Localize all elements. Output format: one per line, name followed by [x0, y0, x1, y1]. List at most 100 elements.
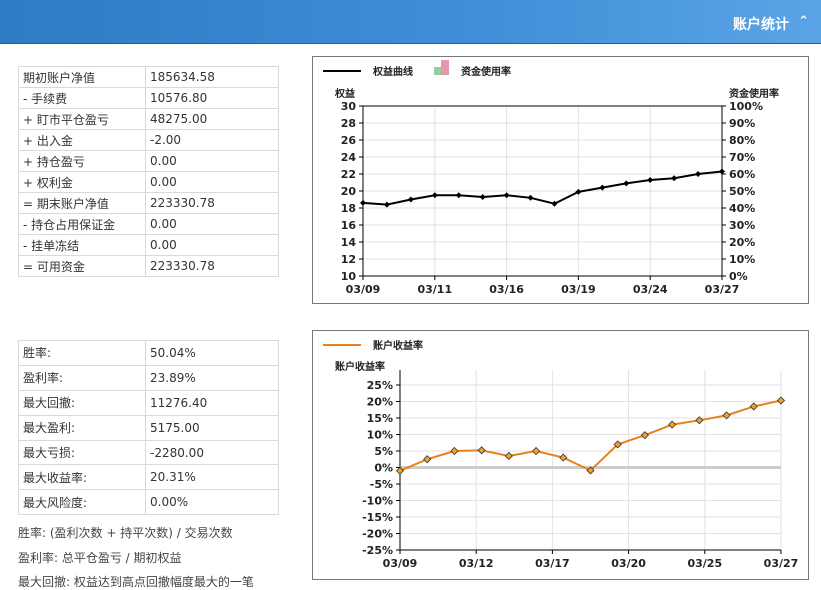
note-win-rate: 胜率: (盈利次数 + 持平次数) / 交易次数 — [18, 526, 233, 540]
y-tick-label: 12 — [341, 253, 356, 266]
y-tick-label: 28 — [341, 117, 356, 130]
y-tick-label: 10% — [367, 429, 393, 442]
x-tick-label: 03/09 — [383, 557, 418, 570]
y-tick-label: 30 — [341, 100, 357, 113]
performance-row: 最大回撤: 11276.40 — [18, 389, 279, 416]
double-chevron-up-icon[interactable]: ⌃ — [798, 14, 809, 29]
data-point-equity — [479, 193, 486, 200]
data-point-return — [450, 446, 459, 456]
y2-tick-label: 50% — [729, 185, 755, 198]
account-value: 48275.00 — [145, 108, 279, 130]
performance-value: 0.00% — [145, 489, 279, 516]
data-point-equity — [671, 175, 678, 182]
series-line-return — [399, 399, 782, 472]
y2-tick-label: 70% — [729, 151, 755, 164]
data-point-return — [395, 466, 405, 475]
account-value: -2.00 — [145, 129, 279, 151]
y-tick-label: 22 — [341, 168, 356, 181]
x-tick-label: 03/17 — [535, 557, 570, 570]
x-tick-label: 03/25 — [687, 557, 722, 570]
performance-table: 胜率: 50.04% 盈利率: 23.89% 最大回撤: 11276.40 最大盈利: 517… — [18, 340, 279, 516]
y2-tick-label: 30% — [729, 219, 755, 232]
account-label: - 持仓占用保证金 — [18, 213, 146, 235]
performance-label: 最大回撤: — [18, 389, 146, 416]
x-tick-label: 03/19 — [561, 283, 596, 296]
data-point-equity — [360, 199, 366, 206]
account-row: = 期末账户净值 223330.78 — [18, 192, 279, 214]
y-tick-label: 15% — [367, 412, 393, 425]
performance-label: 最大盈利: — [18, 414, 146, 441]
performance-row: 最大盈利: 5175.00 — [18, 414, 279, 441]
account-label: 期初账户净值 — [18, 66, 146, 88]
performance-label: 最大风险度: — [18, 489, 146, 516]
data-point-return — [749, 402, 758, 411]
x-tick-label: 03/27 — [764, 557, 799, 570]
y-tick-label: -5% — [370, 478, 393, 491]
account-summary-table: 期初账户净值 185634.58- 手续费 10576.80 + 盯市平仓盈亏 4827… — [18, 66, 279, 277]
performance-value: 23.89% — [145, 364, 279, 391]
data-point-equity — [431, 192, 438, 199]
performance-row: 最大风险度: 0.00% — [18, 489, 279, 516]
y-tick-label: 18 — [341, 202, 356, 215]
x-tick-label: 03/12 — [459, 557, 494, 570]
account-value: 0.00 — [145, 150, 279, 172]
account-row: 期初账户净值 185634.58 — [18, 66, 279, 88]
data-point-return — [640, 431, 649, 440]
return-chart-svg: 账户收益率账户收益率25%20%15%10%5%0%-5%-10%-15%-20… — [323, 339, 799, 570]
account-label: + 持仓盈亏 — [18, 150, 146, 172]
account-value: 185634.58 — [145, 66, 279, 88]
data-point-return — [423, 455, 432, 464]
y-tick-label: 5% — [374, 445, 393, 458]
y-tick-label: 16 — [341, 219, 357, 232]
y2-tick-label: 90% — [729, 117, 755, 130]
account-row: - 挂单冻结 0.00 — [18, 234, 279, 256]
account-row: + 出入金 -2.00 — [18, 129, 279, 151]
performance-value: 50.04% — [145, 340, 279, 366]
y-tick-label: 20% — [367, 396, 393, 409]
y2-tick-label: 20% — [729, 236, 755, 249]
data-point-equity — [503, 192, 510, 199]
data-point-return — [722, 411, 731, 420]
section-header: 账户统计 ⌃ — [0, 0, 821, 44]
account-label: - 挂单冻结 — [18, 234, 146, 256]
account-value: 223330.78 — [145, 255, 279, 277]
y-axis-title-right: 资金使用率 — [729, 87, 779, 100]
data-point-equity — [407, 196, 414, 203]
y-tick-label: 14 — [341, 236, 357, 249]
x-tick-label: 03/24 — [633, 283, 668, 296]
performance-label: 最大收益率: — [18, 464, 146, 491]
data-point-equity — [695, 171, 702, 177]
performance-row: 胜率: 50.04% — [18, 340, 279, 366]
data-point-equity — [455, 192, 462, 199]
performance-label: 最大亏损: — [18, 439, 146, 466]
y2-tick-label: 60% — [729, 168, 755, 181]
account-label: = 可用资金 — [18, 255, 146, 277]
account-label: + 出入金 — [18, 129, 146, 151]
y2-tick-label: 10% — [729, 253, 755, 266]
y-tick-label: 24 — [341, 151, 357, 164]
y-tick-label: 0% — [374, 462, 393, 475]
data-point-return — [504, 451, 513, 461]
data-point-return — [668, 420, 677, 429]
y-tick-label: 25% — [367, 379, 393, 392]
x-tick-label: 03/20 — [611, 557, 646, 570]
x-tick-label: 03/09 — [346, 283, 381, 296]
performance-value: -2280.00 — [145, 439, 279, 466]
data-point-equity — [599, 184, 606, 191]
y-tick-label: -20% — [362, 528, 393, 541]
performance-row: 最大收益率: 20.31% — [18, 464, 279, 491]
data-point-equity — [527, 194, 534, 201]
y-axis-title: 账户收益率 — [335, 360, 385, 373]
account-label: + 权利金 — [18, 171, 146, 193]
data-point-equity — [719, 168, 725, 175]
performance-row: 最大亏损: -2280.00 — [18, 439, 279, 466]
y-tick-label: -25% — [362, 544, 393, 557]
y-tick-label: -15% — [362, 511, 393, 524]
account-row: + 盯市平仓盈亏 48275.00 — [18, 108, 279, 130]
x-tick-label: 03/16 — [489, 283, 524, 296]
legend-swatch-usage — [441, 60, 449, 75]
performance-label: 胜率: — [18, 340, 146, 366]
data-point-return — [559, 453, 568, 462]
data-point-return — [776, 396, 786, 405]
